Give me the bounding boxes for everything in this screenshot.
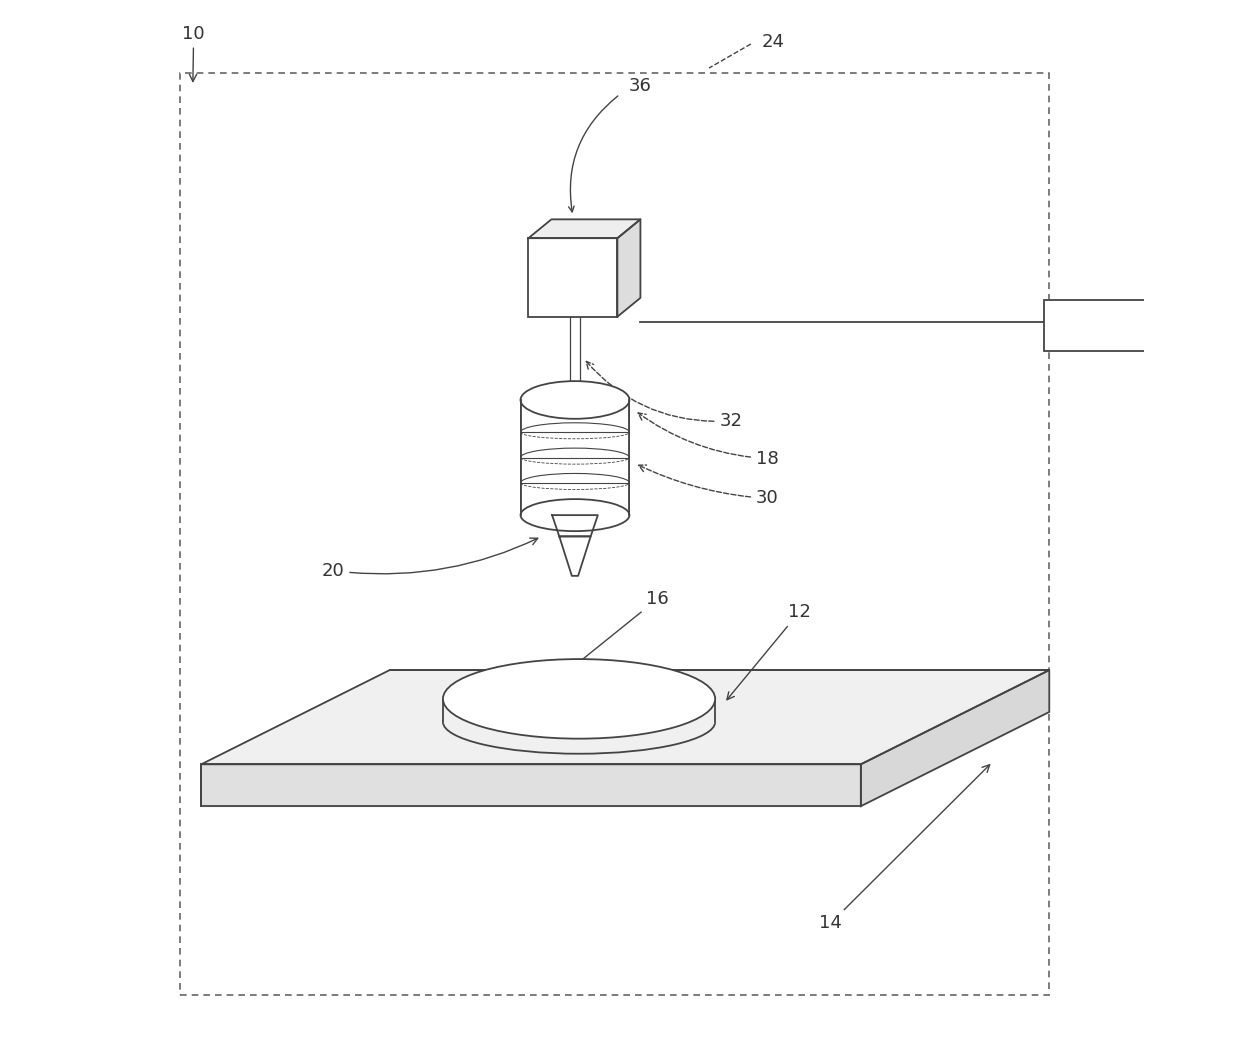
Polygon shape (201, 764, 861, 806)
Polygon shape (443, 699, 715, 722)
Polygon shape (201, 670, 1049, 764)
Bar (180, 73, 1049, 995)
Ellipse shape (443, 660, 715, 739)
Bar (1044, 300, 1164, 351)
Text: 10: 10 (182, 24, 205, 82)
Text: Controller: Controller (1070, 318, 1138, 333)
Bar (528, 239, 618, 316)
Text: 30: 30 (639, 465, 779, 508)
Bar (521, 400, 630, 515)
Polygon shape (618, 220, 640, 316)
Polygon shape (861, 670, 1049, 806)
Ellipse shape (443, 690, 715, 754)
Text: 32: 32 (587, 361, 743, 430)
Text: 20: 20 (321, 538, 538, 580)
Ellipse shape (521, 381, 630, 419)
Polygon shape (559, 536, 590, 576)
Polygon shape (528, 220, 640, 239)
Text: 16: 16 (562, 589, 668, 676)
Polygon shape (552, 515, 598, 536)
Ellipse shape (521, 499, 630, 531)
Text: 36: 36 (629, 76, 651, 95)
Text: 14: 14 (818, 764, 990, 933)
Text: 12: 12 (727, 603, 811, 699)
Text: 18: 18 (639, 413, 779, 468)
Text: 24: 24 (761, 32, 785, 51)
